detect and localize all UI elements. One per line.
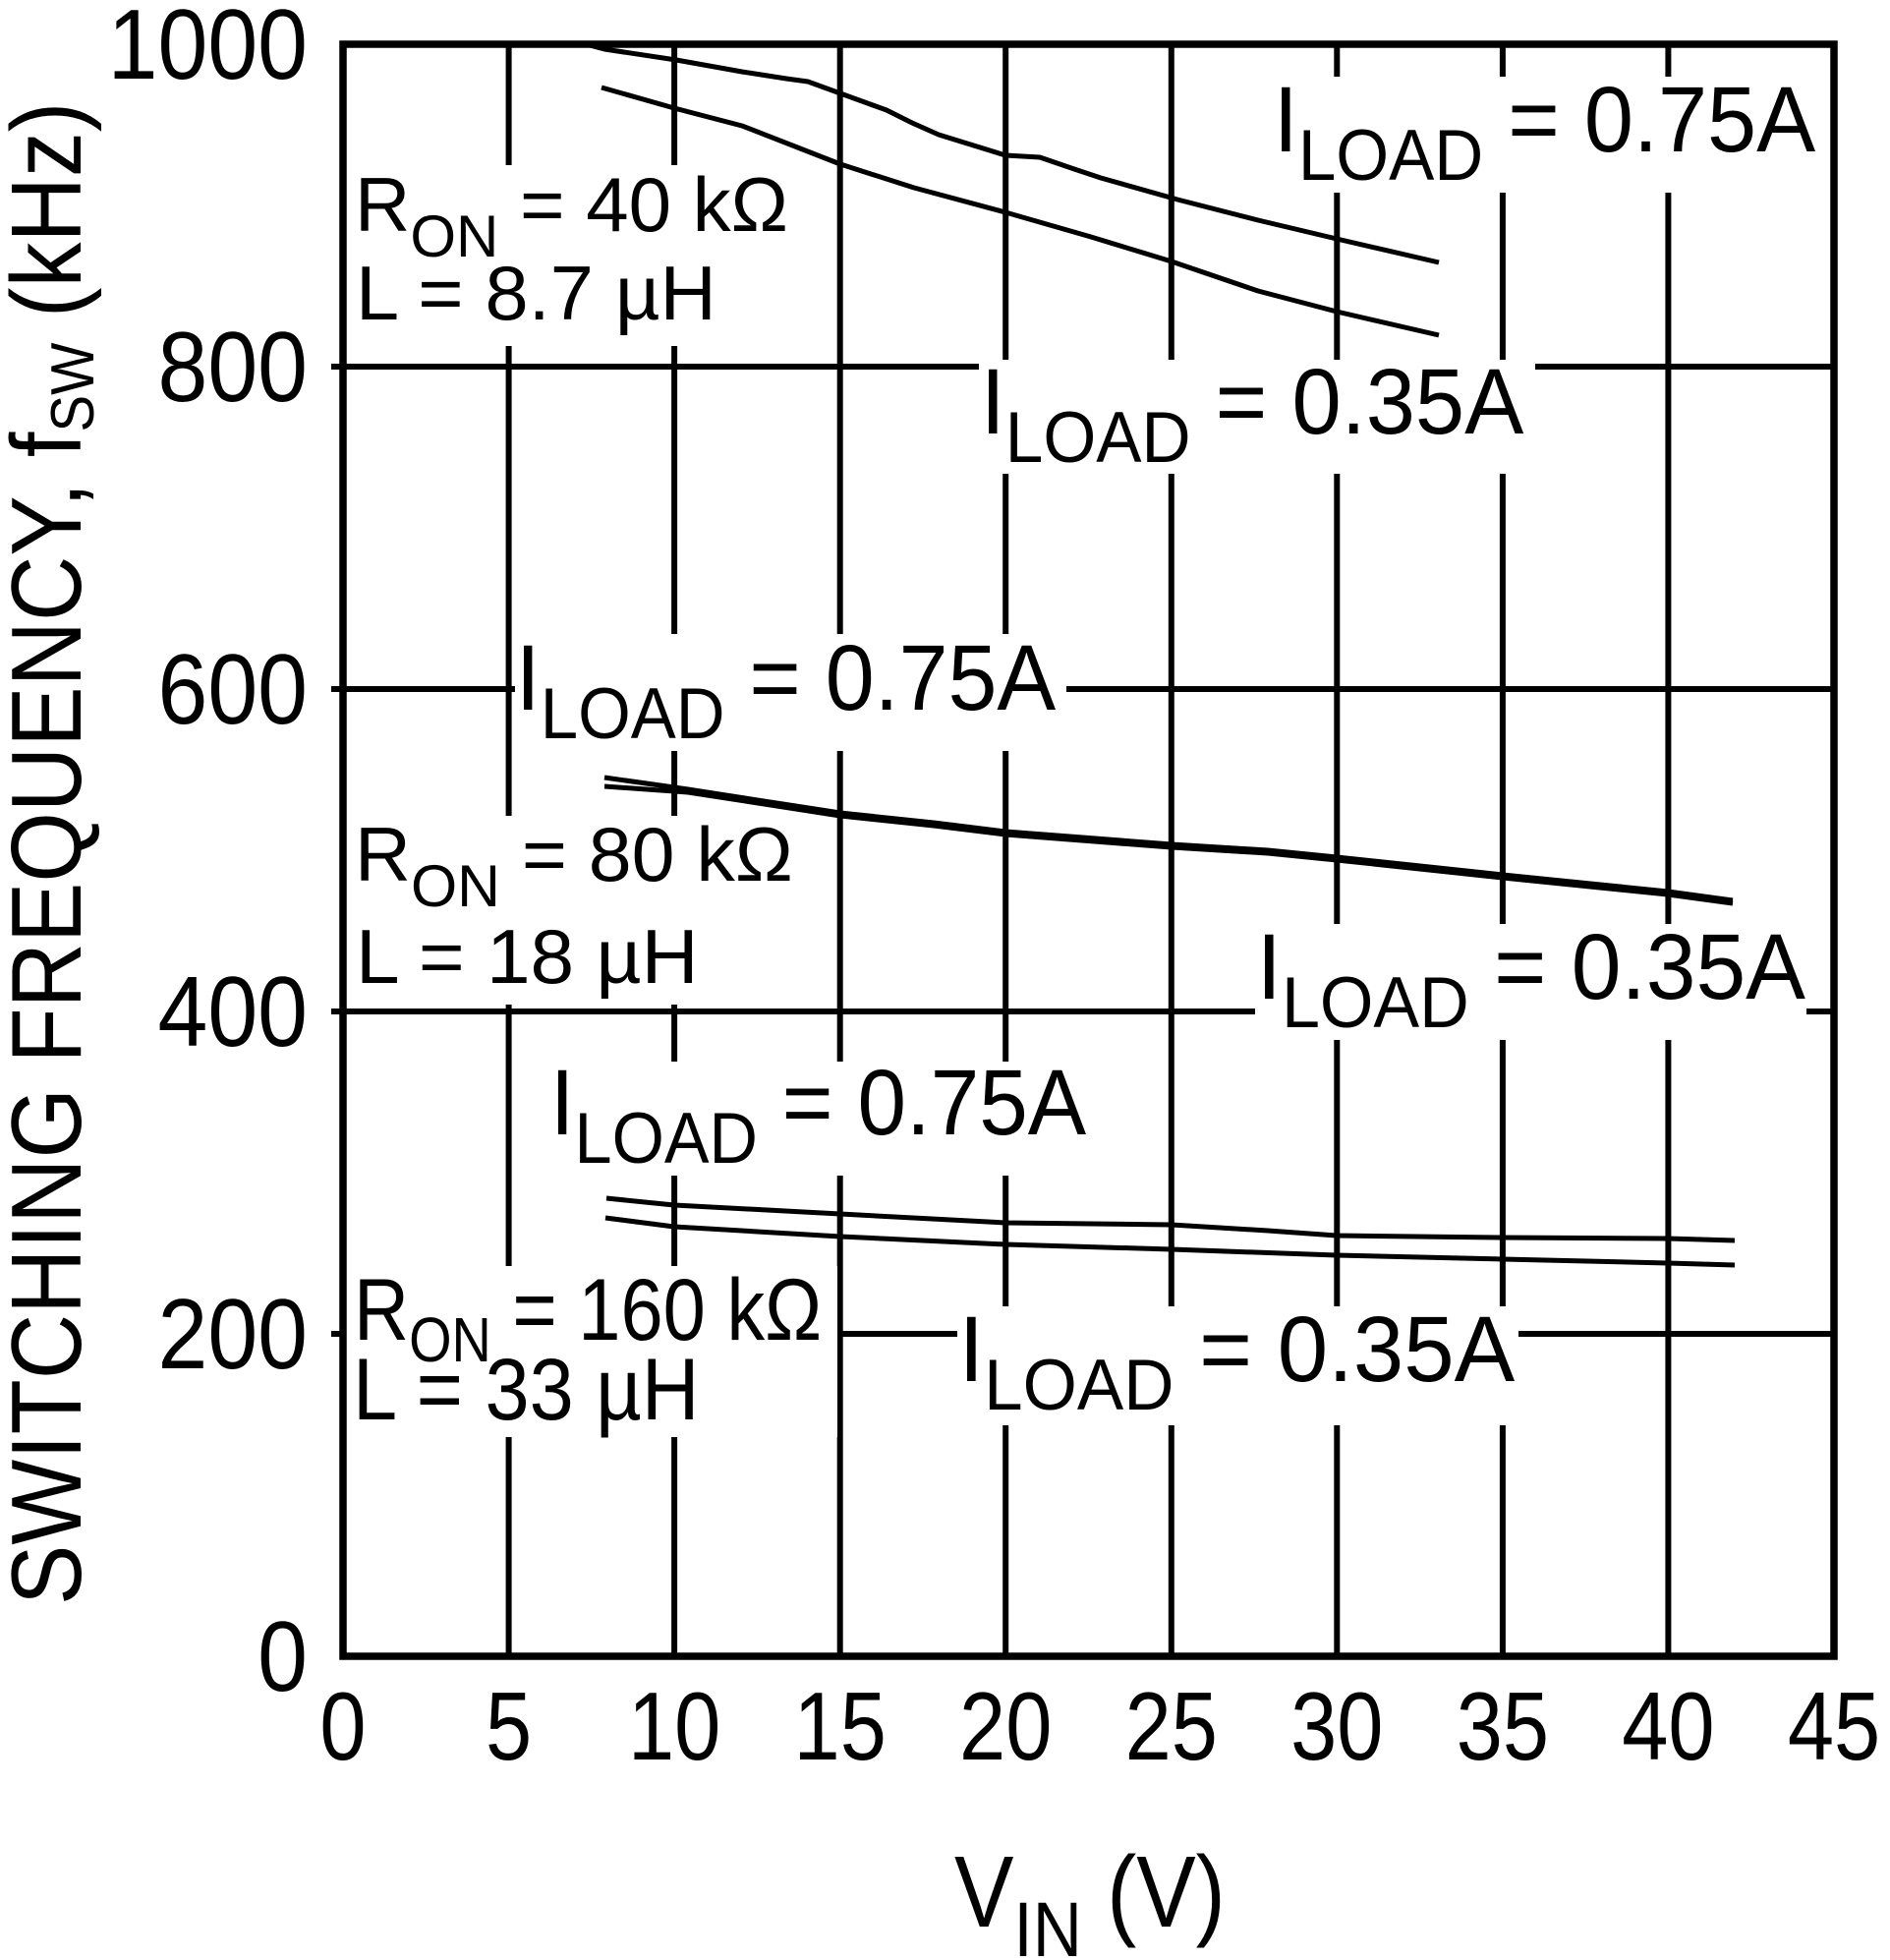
- svg-text:600: 600: [158, 635, 308, 745]
- svg-text:30: 30: [1290, 1673, 1383, 1780]
- svg-text:10: 10: [628, 1673, 720, 1780]
- svg-text:25: 25: [1125, 1673, 1218, 1780]
- svg-text:L = 33 µH: L = 33 µH: [353, 1342, 699, 1439]
- svg-text:40: 40: [1622, 1673, 1714, 1780]
- svg-text:15: 15: [794, 1673, 887, 1780]
- svg-text:RON = 80 kΩ: RON = 80 kΩ: [355, 811, 793, 919]
- svg-text:45: 45: [1788, 1673, 1880, 1780]
- svg-text:ILOAD = 0.75A: ILOAD = 0.75A: [1274, 67, 1816, 197]
- svg-text:L = 18 µH: L = 18 µH: [356, 913, 698, 1000]
- svg-text:ILOAD = 0.35A: ILOAD = 0.35A: [1257, 914, 1805, 1043]
- svg-text:ILOAD = 0.75A: ILOAD = 0.75A: [516, 625, 1057, 755]
- svg-text:20: 20: [959, 1673, 1052, 1780]
- svg-text:RON = 40 kΩ: RON = 40 kΩ: [355, 161, 788, 269]
- svg-text:800: 800: [158, 313, 308, 423]
- svg-text:L = 8.7 µH: L = 8.7 µH: [356, 251, 716, 336]
- svg-text:35: 35: [1457, 1673, 1549, 1780]
- svg-text:ILOAD = 0.35A: ILOAD = 0.35A: [959, 1297, 1516, 1425]
- svg-text:ILOAD = 0.35A: ILOAD = 0.35A: [981, 349, 1524, 479]
- svg-text:200: 200: [158, 1280, 308, 1390]
- svg-text:0: 0: [258, 1602, 308, 1712]
- svg-text:ILOAD = 0.75A: ILOAD = 0.75A: [550, 1050, 1087, 1178]
- svg-text:5: 5: [486, 1673, 532, 1780]
- svg-text:0: 0: [319, 1673, 366, 1780]
- svg-text:VIN (V): VIN (V): [954, 1835, 1226, 1960]
- svg-text:RON = 160 kΩ: RON = 160 kΩ: [354, 1260, 822, 1375]
- svg-text:1000: 1000: [108, 0, 308, 100]
- svg-text:SWITCHING FREQUENCY, fSW (kHz): SWITCHING FREQUENCY, fSW (kHz): [0, 102, 107, 1605]
- svg-text:400: 400: [158, 957, 308, 1067]
